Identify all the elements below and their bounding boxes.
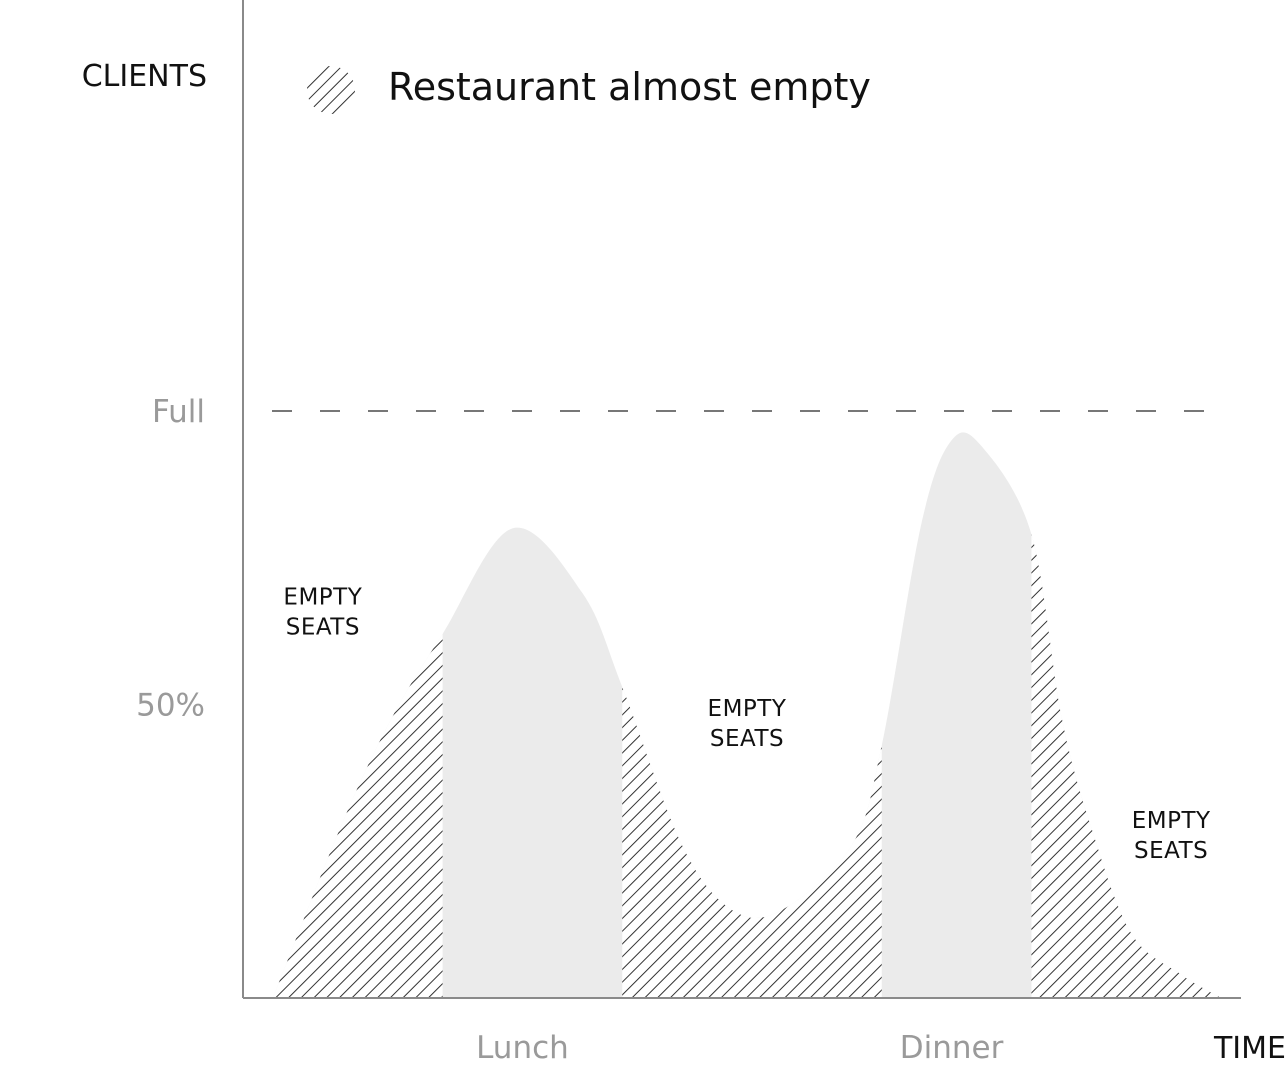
legend: Restaurant almost empty — [307, 65, 871, 114]
x-tick-label: Lunch — [476, 1030, 569, 1066]
empty-seats-annotation: EMPTY SEATS — [283, 585, 362, 641]
axis-layer — [242, 0, 1241, 999]
area-layer — [272, 432, 1222, 999]
clients-area — [272, 432, 1222, 999]
empty-seats-annotation: EMPTY SEATS — [1132, 808, 1211, 864]
y-axis-title: CLIENTS — [82, 59, 207, 94]
y-tick-label: 50% — [136, 687, 205, 723]
x-tick-label: Dinner — [900, 1030, 1004, 1066]
tick-layer: Full 50% Lunch Dinner — [136, 394, 1004, 1066]
annotation-layer: EMPTY SEATS EMPTY SEATS EMPTY SEATS — [283, 585, 1211, 864]
legend-hatch-swatch — [307, 66, 355, 114]
legend-label: Restaurant almost empty — [388, 65, 871, 109]
hatched-regions — [272, 432, 1222, 998]
x-axis-title: TIME — [1213, 1031, 1286, 1066]
empty-seats-annotation: EMPTY SEATS — [708, 696, 787, 752]
y-tick-label: Full — [152, 394, 205, 430]
empty-seats-region — [272, 432, 443, 998]
empty-seats-region — [622, 432, 882, 998]
